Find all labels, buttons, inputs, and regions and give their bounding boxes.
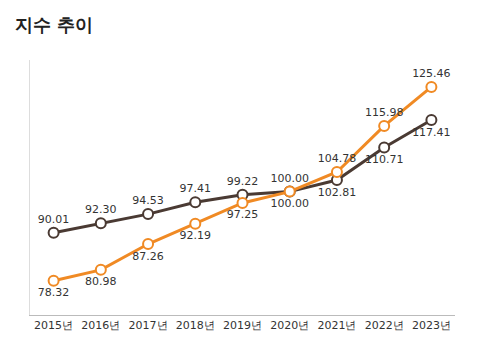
svg-text:2022년: 2022년: [365, 319, 404, 332]
svg-text:102.81: 102.81: [318, 186, 357, 199]
svg-text:90.01: 90.01: [38, 213, 70, 226]
svg-text:2017년: 2017년: [129, 319, 168, 332]
svg-text:2019년: 2019년: [223, 319, 262, 332]
svg-text:100.00: 100.00: [270, 172, 309, 185]
svg-text:104.78: 104.78: [318, 152, 357, 165]
svg-text:92.30: 92.30: [85, 203, 117, 216]
svg-text:2020년: 2020년: [270, 319, 309, 332]
svg-text:2015년: 2015년: [34, 319, 73, 332]
svg-text:94.53: 94.53: [132, 194, 164, 207]
svg-text:97.25: 97.25: [227, 208, 259, 221]
svg-text:2016년: 2016년: [81, 319, 120, 332]
svg-text:80.98: 80.98: [85, 275, 117, 288]
svg-text:100.00: 100.00: [270, 197, 309, 210]
svg-text:110.71: 110.71: [365, 153, 404, 166]
svg-text:125.46: 125.46: [412, 67, 451, 80]
svg-text:92.19: 92.19: [180, 229, 212, 242]
svg-text:2023년: 2023년: [412, 319, 451, 332]
svg-text:115.98: 115.98: [365, 106, 404, 119]
svg-text:117.41: 117.41: [412, 126, 451, 139]
svg-text:78.32: 78.32: [38, 286, 70, 299]
svg-text:99.22: 99.22: [227, 175, 259, 188]
svg-text:2021년: 2021년: [317, 319, 356, 332]
svg-text:97.41: 97.41: [180, 182, 212, 195]
svg-text:2018년: 2018년: [176, 319, 215, 332]
svg-text:87.26: 87.26: [132, 250, 164, 263]
svg-text:지수 추이: 지수 추이: [15, 14, 93, 35]
